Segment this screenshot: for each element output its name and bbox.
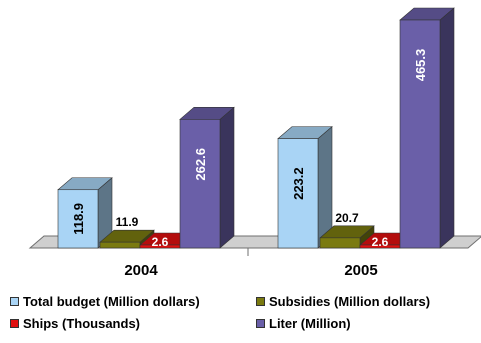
bar-liter-million-2004 [179,106,235,249]
bar-subsidies-million-dollars-2005-front [319,237,361,249]
bar-total-budget-million-dollars-2004 [57,177,113,249]
value-label-liter-million-2004: 262.6 [193,148,208,181]
x-tick-label-2004: 2004 [124,262,158,279]
bar-total-budget-million-dollars-2005-front [277,138,319,249]
bar-subsidies-million-dollars-2004-front [99,241,141,249]
x-tick-label-2005: 2005 [344,262,377,279]
value-label-ships-thousands-2005: 2.6 [372,235,389,249]
bar-liter-million-2005-front [399,19,441,249]
value-label-subsidies-million-dollars-2004: 11.9 [116,215,139,229]
value-label-total-budget-million-dollars-2004: 118.9 [71,203,86,235]
bar-total-budget-million-dollars-2005 [277,125,333,249]
x-axis-tick-labels: 2004 2005 [124,262,377,279]
value-label-total-budget-million-dollars-2005: 223.2 [291,167,306,200]
value-labels-group: 118.9 11.9 2.6 262.6 223.2 20.7 2.6 465.3 [71,49,428,249]
bar-liter-million-2004-side [219,106,235,249]
bar-liter-million-2005 [399,7,455,249]
value-label-ships-thousands-2004: 2.6 [152,235,169,249]
value-label-subsidies-million-dollars-2005: 20.7 [335,211,359,225]
bar-liter-million-2005-side [439,7,455,249]
value-label-liter-million-2005: 465.3 [413,49,428,82]
bars-group [57,7,455,249]
bar-total-budget-million-dollars-2004-front [57,189,99,249]
bar-liter-million-2004-front [179,119,221,249]
